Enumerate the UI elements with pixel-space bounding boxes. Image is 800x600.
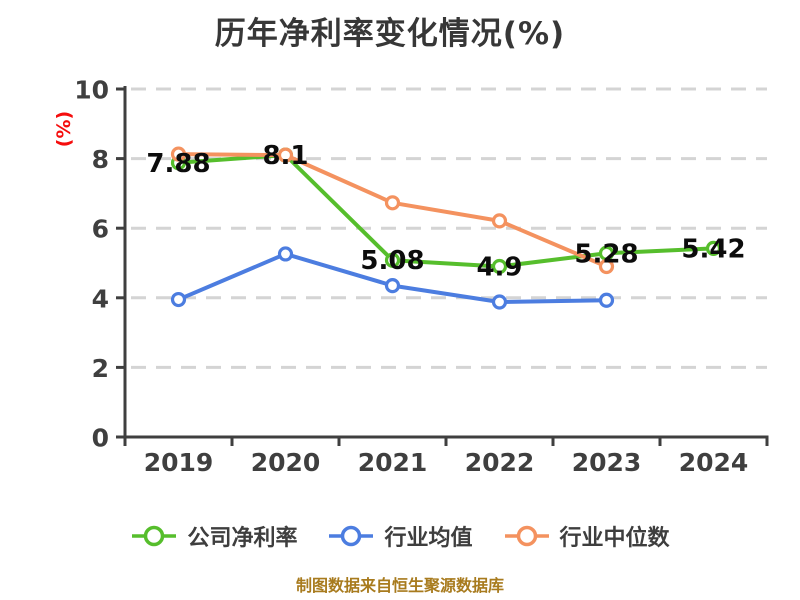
data-source-note: 制图数据来自恒生聚源数据库	[295, 576, 504, 595]
legend-item-1[interactable]: 行业均值	[327, 520, 473, 552]
data-point-marker	[598, 292, 615, 308]
data-point-marker	[277, 246, 294, 262]
x-tick-label: 2019	[144, 448, 214, 477]
legend-item-2[interactable]: 行业中位数	[503, 520, 670, 552]
x-tick-label: 2021	[358, 448, 428, 477]
data-point-marker	[598, 258, 615, 275]
legend-item-0[interactable]: 公司净利率	[130, 520, 297, 552]
data-point-marker	[384, 195, 401, 211]
data-point-marker	[170, 291, 187, 308]
x-tick-label: 2020	[251, 448, 321, 477]
data-point-marker	[491, 213, 508, 229]
data-point-label: 5.42	[681, 234, 745, 264]
data-point-marker	[170, 146, 187, 162]
data-point-label: 4.9	[476, 252, 522, 282]
data-point-marker	[384, 252, 401, 268]
legend-label: 行业中位数	[559, 526, 670, 551]
y-tick-label: 6	[92, 215, 109, 244]
x-tick-label: 2023	[572, 448, 642, 477]
data-point-label: 5.08	[360, 246, 424, 276]
data-point-marker	[491, 294, 508, 310]
legend: 公司净利率 行业均值 行业中位数	[0, 518, 800, 554]
data-point-label: 8.1	[262, 141, 308, 171]
chart-title: 历年净利率变化情况(%)	[214, 16, 566, 52]
y-tick-label: 8	[92, 145, 109, 174]
x-tick-label: 2022	[465, 448, 535, 477]
x-tick-label: 2024	[679, 448, 749, 477]
data-point-marker	[277, 147, 294, 163]
y-tick-label: 4	[92, 284, 109, 313]
y-tick-label: 2	[92, 354, 109, 383]
data-point-label: 5.28	[574, 239, 638, 269]
y-tick-label: 10	[74, 76, 109, 105]
y-tick-label: 0	[92, 424, 109, 453]
data-point-marker	[384, 278, 401, 294]
data-point-label: 7.88	[146, 149, 210, 179]
legend-label: 公司净利率	[187, 526, 298, 551]
data-point-marker	[491, 258, 508, 275]
legend-label: 行业均值	[384, 526, 473, 551]
legend-marker-icon	[504, 525, 549, 547]
legend-marker-icon	[132, 525, 177, 547]
legend-marker-icon	[329, 525, 374, 547]
data-point-marker	[705, 240, 722, 256]
